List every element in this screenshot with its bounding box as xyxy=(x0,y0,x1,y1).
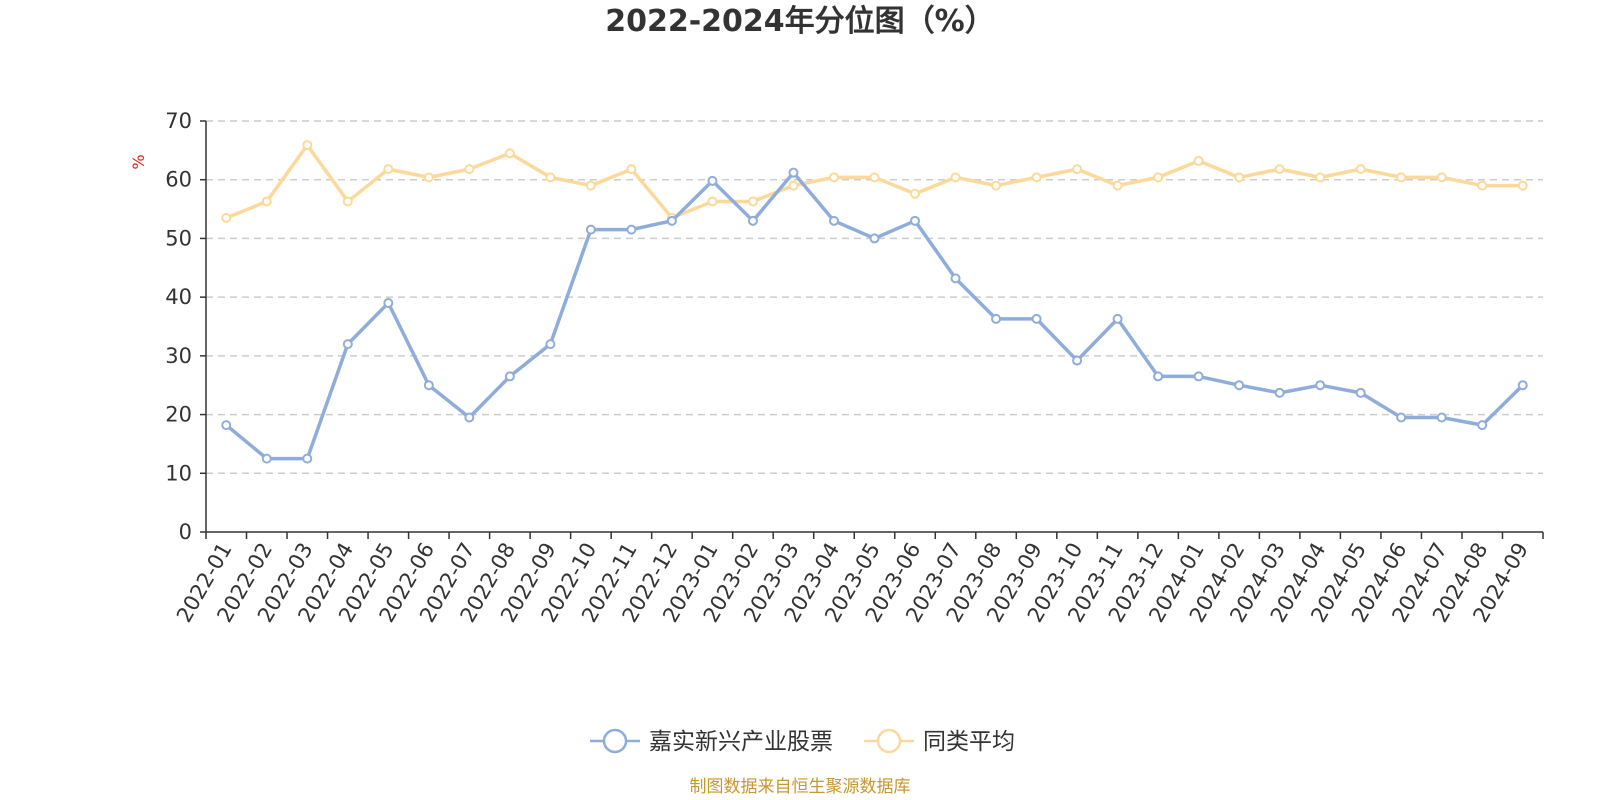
data-point[interactable] xyxy=(950,273,961,284)
chart-title: 2022-2024年分位图（%） xyxy=(605,4,995,39)
data-point[interactable] xyxy=(707,196,718,207)
data-point[interactable] xyxy=(1072,164,1083,175)
y-tick-label: 0 xyxy=(179,520,192,544)
data-point[interactable] xyxy=(1153,172,1164,183)
data-point[interactable] xyxy=(1234,380,1245,391)
data-point[interactable] xyxy=(221,212,232,223)
data-point[interactable] xyxy=(383,298,394,309)
data-point[interactable] xyxy=(1436,412,1447,423)
y-tick-label: 70 xyxy=(165,109,192,133)
data-point[interactable] xyxy=(1477,180,1488,191)
legend-circle-icon xyxy=(602,728,628,754)
legend-item-1[interactable]: 同类平均 xyxy=(864,728,1015,755)
data-point[interactable] xyxy=(869,172,880,183)
data-point[interactable] xyxy=(504,371,515,382)
legend-label: 同类平均 xyxy=(923,729,1015,755)
data-point[interactable] xyxy=(1072,355,1083,366)
series-1 xyxy=(221,140,1528,223)
data-point[interactable] xyxy=(1517,180,1528,191)
data-point[interactable] xyxy=(1436,172,1447,183)
data-point[interactable] xyxy=(788,167,799,178)
data-point[interactable] xyxy=(869,233,880,244)
data-point[interactable] xyxy=(342,339,353,350)
data-point[interactable] xyxy=(1193,155,1204,166)
y-tick-label: 50 xyxy=(165,226,192,250)
data-point[interactable] xyxy=(1153,371,1164,382)
legend-circle-icon xyxy=(876,728,902,754)
y-axis-ticks: 0 10 20 30 40 50 60 70 xyxy=(165,109,206,544)
data-point[interactable] xyxy=(261,453,272,464)
data-point[interactable] xyxy=(423,380,434,391)
y-tick-label: 60 xyxy=(165,168,192,192)
data-point[interactable] xyxy=(991,180,1002,191)
data-point[interactable] xyxy=(1234,172,1245,183)
data-point[interactable] xyxy=(261,196,272,207)
data-point[interactable] xyxy=(1355,164,1366,175)
data-point[interactable] xyxy=(1477,420,1488,431)
y-axis-label: % xyxy=(129,154,148,169)
x-axis-ticks: 2022-012022-022022-032022-042022-052022-… xyxy=(172,532,1544,626)
data-point[interactable] xyxy=(221,420,232,431)
data-point[interactable] xyxy=(910,215,921,226)
data-point[interactable] xyxy=(585,180,596,191)
data-point[interactable] xyxy=(423,172,434,183)
data-point[interactable] xyxy=(1315,380,1326,391)
data-point[interactable] xyxy=(828,215,839,226)
data-point[interactable] xyxy=(1274,387,1285,398)
data-point[interactable] xyxy=(828,172,839,183)
data-point[interactable] xyxy=(383,164,394,175)
data-point[interactable] xyxy=(1193,371,1204,382)
data-point[interactable] xyxy=(585,224,596,235)
series-0 xyxy=(221,167,1528,464)
source-note: 制图数据来自恒生聚源数据库 xyxy=(689,777,911,797)
data-point[interactable] xyxy=(1396,172,1407,183)
data-point[interactable] xyxy=(991,313,1002,324)
data-point[interactable] xyxy=(1112,180,1123,191)
data-point[interactable] xyxy=(464,412,475,423)
y-tick-label: 40 xyxy=(165,285,192,309)
data-point[interactable] xyxy=(950,172,961,183)
axes xyxy=(205,121,1543,533)
data-point[interactable] xyxy=(910,188,921,199)
data-point[interactable] xyxy=(464,164,475,175)
data-point[interactable] xyxy=(1517,380,1528,391)
data-point[interactable] xyxy=(545,339,556,350)
data-point[interactable] xyxy=(545,172,556,183)
data-point[interactable] xyxy=(707,175,718,186)
data-point[interactable] xyxy=(302,140,313,151)
data-point[interactable] xyxy=(342,196,353,207)
legend-label: 嘉实新兴产业股票 xyxy=(649,729,833,755)
legend[interactable]: 嘉实新兴产业股票 同类平均 xyxy=(590,728,1015,755)
data-point[interactable] xyxy=(1031,172,1042,183)
data-point[interactable] xyxy=(626,224,637,235)
data-point[interactable] xyxy=(504,148,515,159)
y-tick-label: 30 xyxy=(165,344,192,368)
series-line xyxy=(225,170,1524,461)
data-point[interactable] xyxy=(626,164,637,175)
y-tick-label: 10 xyxy=(165,461,192,485)
data-point[interactable] xyxy=(1112,313,1123,324)
data-point[interactable] xyxy=(1315,172,1326,183)
data-point[interactable] xyxy=(666,215,677,226)
data-point[interactable] xyxy=(747,196,758,207)
data-point[interactable] xyxy=(1355,387,1366,398)
legend-item-0[interactable]: 嘉实新兴产业股票 xyxy=(590,728,833,755)
y-tick-label: 20 xyxy=(165,403,192,427)
data-point[interactable] xyxy=(1396,412,1407,423)
data-point[interactable] xyxy=(747,215,758,226)
data-point[interactable] xyxy=(788,180,799,191)
series-lines xyxy=(221,140,1528,464)
data-point[interactable] xyxy=(1274,164,1285,175)
data-point[interactable] xyxy=(302,453,313,464)
data-point[interactable] xyxy=(1031,313,1042,324)
